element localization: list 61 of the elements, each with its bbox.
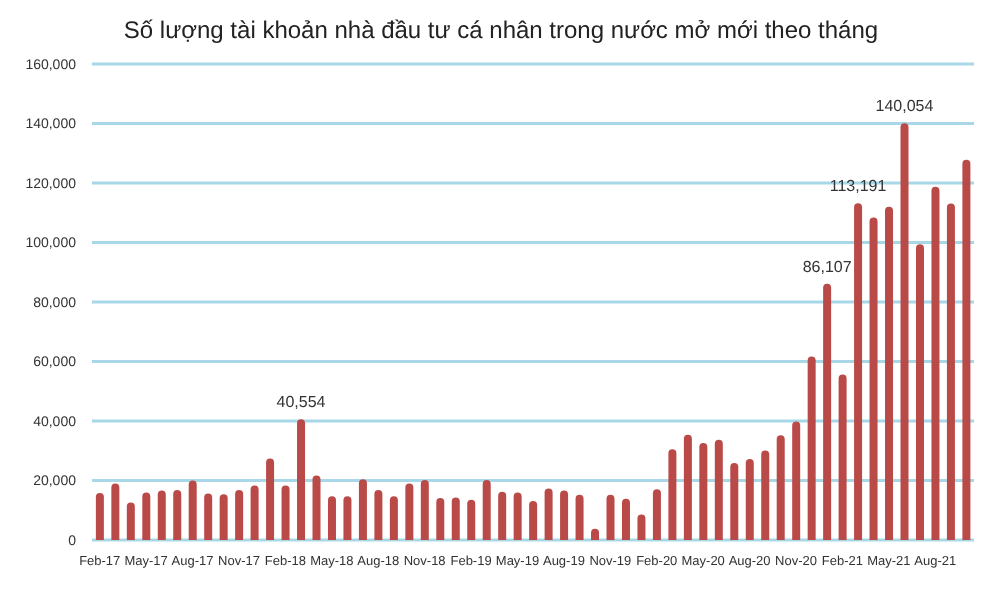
bar (498, 491, 507, 540)
bar (807, 356, 816, 540)
bar (885, 206, 894, 540)
bar (467, 499, 476, 540)
bar (312, 475, 321, 540)
bar (606, 494, 615, 540)
bar (869, 217, 878, 540)
bar (544, 488, 553, 540)
bar (297, 419, 306, 540)
bar (266, 458, 275, 540)
bar (95, 493, 104, 540)
bar (962, 159, 971, 540)
bar (931, 186, 940, 540)
bar (745, 459, 754, 540)
bar (838, 374, 847, 540)
chart-title: Số lượng tài khoản nhà đầu tư cá nhân trong nước mở mới theo tháng (121, 16, 881, 44)
bar (173, 490, 182, 540)
bar (714, 439, 723, 540)
bar (761, 450, 770, 540)
bar (327, 496, 336, 540)
bar (358, 479, 367, 540)
bar (250, 485, 259, 540)
bar (235, 490, 244, 540)
bar (621, 498, 630, 540)
data-label: 40,554 (276, 393, 327, 412)
bar (637, 514, 646, 540)
bar (513, 492, 522, 540)
bar (405, 483, 414, 540)
data-label: 140,054 (875, 97, 935, 116)
bar (436, 498, 445, 540)
bar (792, 421, 801, 540)
bar (915, 244, 924, 540)
bar (699, 443, 708, 540)
bar (281, 485, 290, 540)
bar (560, 490, 569, 540)
bar (854, 203, 863, 540)
bar (343, 496, 352, 540)
bar (776, 435, 785, 540)
bar (451, 497, 460, 540)
bar (219, 494, 228, 540)
bar (730, 462, 739, 540)
bar (683, 434, 692, 540)
data-label: 86,107 (802, 257, 853, 276)
bar (204, 493, 213, 540)
data-label: 113,191 (829, 177, 888, 196)
bar (111, 483, 120, 540)
bar (668, 449, 677, 540)
bar (575, 494, 584, 540)
bar (529, 501, 538, 540)
bar (823, 283, 832, 540)
bar (374, 490, 383, 540)
bar (142, 492, 151, 540)
bar (420, 479, 429, 540)
bar (188, 480, 197, 540)
bar (900, 123, 909, 540)
bar (157, 490, 166, 540)
bar (946, 203, 955, 540)
bar (126, 502, 135, 540)
bar (652, 489, 661, 540)
bar (482, 479, 491, 540)
bar (389, 496, 398, 540)
